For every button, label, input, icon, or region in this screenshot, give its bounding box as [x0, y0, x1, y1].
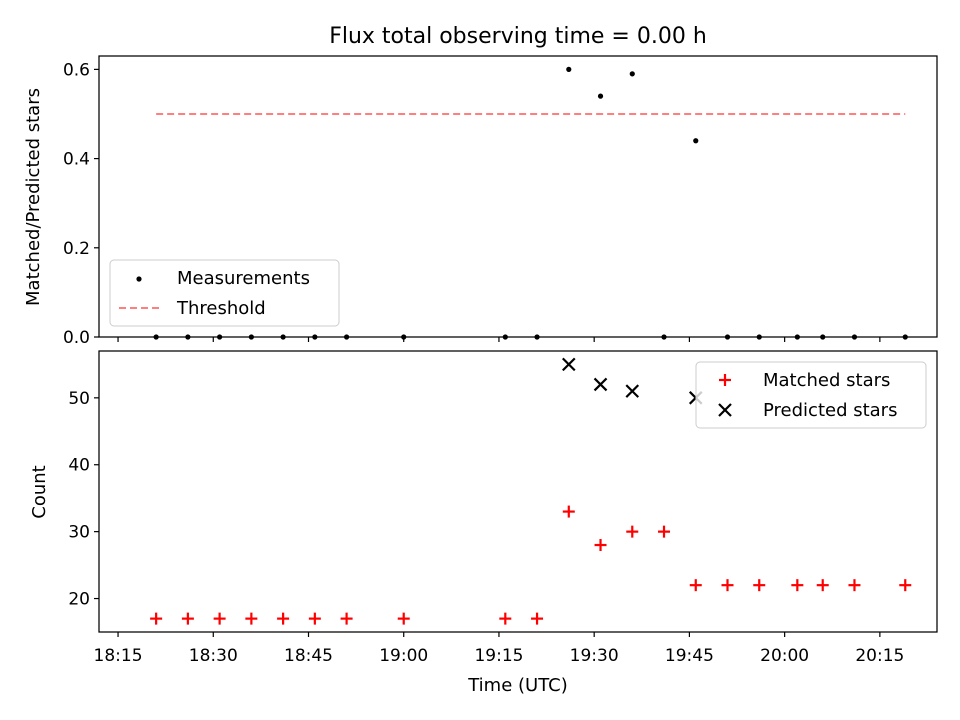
- top-legend-box: [109, 259, 340, 327]
- measurement-point: [597, 93, 604, 99]
- bottom-x-tick-label: 19:30: [570, 646, 619, 666]
- measurement-point: [693, 138, 699, 144]
- bottom-x-tick-label: 18:15: [94, 646, 143, 666]
- top-axes-frame: [98, 55, 938, 338]
- bottom-y-axis-label: Count: [29, 465, 50, 518]
- predicted-star-point: [593, 377, 608, 392]
- top-panel: 0.0 0.2 0.4 0.6 Matched/Predicted stars Mea…: [23, 55, 938, 348]
- matched-star-point: [791, 579, 804, 592]
- measurement-point: [629, 71, 635, 77]
- bottom-x-tick-label: 20:15: [855, 646, 904, 666]
- matched-star-point: [848, 579, 861, 592]
- matched-star-point: [245, 612, 258, 625]
- bottom-y-tick-label: 50: [68, 389, 90, 409]
- bottom-x-tick-label: 19:00: [379, 646, 428, 666]
- bottom-x-tick-label: 18:30: [189, 646, 238, 666]
- top-y-tick-label: 0.4: [63, 150, 90, 170]
- bottom-y-ticks: 20 30 40 50: [68, 389, 99, 610]
- matched-star-point: [150, 612, 163, 625]
- matched-star-point: [531, 612, 544, 625]
- bottom-x-axis-label: Time (UTC): [467, 675, 568, 696]
- chart-title: Flux total observing time = 0.00 h: [329, 24, 707, 49]
- legend-threshold-label: Threshold: [176, 298, 266, 319]
- matched-star-point: [181, 612, 194, 625]
- matched-star-point: [816, 579, 829, 592]
- matched-star-point: [308, 612, 321, 625]
- top-legend: Measurements Threshold: [109, 259, 340, 327]
- legend-predicted-label: Predicted stars: [763, 400, 897, 421]
- matched-star-point: [626, 525, 639, 538]
- predicted-star-point: [562, 357, 576, 372]
- legend-measurements-marker: [136, 276, 142, 282]
- bottom-x-tick-label: 19:45: [665, 646, 714, 666]
- bottom-x-tick-label: 19:15: [474, 646, 523, 666]
- x-stroke-b: [562, 357, 576, 372]
- bottom-y-tick-label: 20: [68, 590, 90, 610]
- legend-matched-marker: [719, 374, 731, 386]
- legend-predicted-marker: [718, 403, 732, 417]
- bottom-legend-box: [695, 361, 927, 429]
- bottom-legend: Matched stars Predicted stars: [695, 361, 927, 429]
- bottom-y-tick-label: 30: [68, 523, 90, 543]
- matched-star-point: [594, 539, 607, 552]
- matched-star-point: [499, 612, 512, 625]
- matched-star-point: [397, 612, 410, 625]
- measurement-point: [566, 66, 572, 72]
- bottom-y-tick-label: 40: [68, 456, 90, 476]
- x-stroke-b: [625, 384, 640, 398]
- top-y-ticks: 0.0 0.2 0.4 0.6: [63, 60, 99, 348]
- bottom-axes-frame: [98, 350, 938, 633]
- bottom-x-tick-label: 18:45: [284, 646, 333, 666]
- matched-star-point: [721, 579, 734, 592]
- top-y-tick-label: 0.0: [63, 328, 90, 348]
- bottom-x-ticks: 18:15 18:30 18:45 19:00 19:15 19:30 19:45 20:00…: [94, 632, 904, 666]
- legend-matched-label: Matched stars: [763, 370, 890, 391]
- top-x-ticks: [117, 337, 881, 342]
- top-y-tick-label: 0.2: [63, 239, 90, 259]
- legend-measurements-label: Measurements: [177, 268, 310, 289]
- bottom-x-tick-label: 20:00: [760, 646, 809, 666]
- matched-star-point: [277, 612, 290, 625]
- matched-star-point: [658, 525, 671, 538]
- matched-star-point: [753, 579, 766, 592]
- x-stroke-b: [593, 377, 608, 392]
- predicted-star-point: [625, 384, 640, 398]
- top-y-tick-label: 0.6: [63, 60, 90, 80]
- matched-star-point: [562, 505, 575, 518]
- matched-star-point: [340, 612, 353, 625]
- top-y-axis-label: Matched/Predicted stars: [23, 88, 44, 306]
- matched-star-point: [213, 612, 226, 625]
- matched-star-point: [689, 579, 702, 592]
- matched-star-point: [899, 579, 912, 592]
